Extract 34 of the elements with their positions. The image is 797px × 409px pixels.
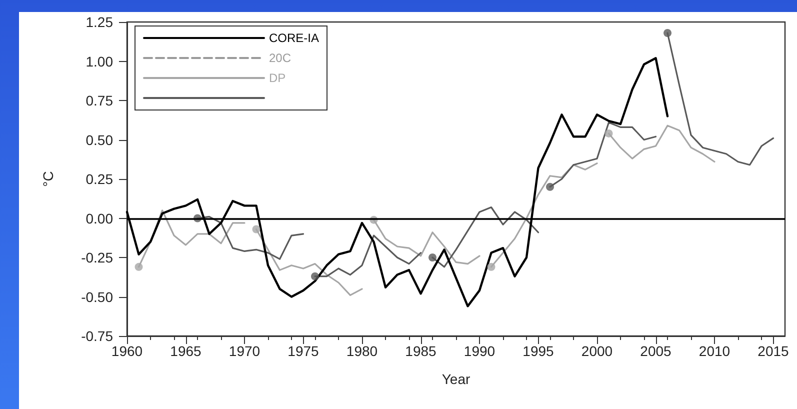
y-tick-label: -0.50 [81,288,114,305]
y-tick-label: -0.25 [81,250,114,266]
x-tick-label: 1995 [522,343,554,359]
x-tick-label: 1990 [464,343,496,359]
point [252,225,260,234]
point [134,262,143,271]
legend-label: 20C [269,51,292,65]
x-tick-label: 1975 [288,343,320,359]
x-axis-title: Year [442,371,470,387]
x-tick-label: 2000 [581,343,613,359]
x-tick-label: 1985 [405,343,437,359]
y-tick-label: -0.75 [81,328,114,344]
x-tick-label: 2005 [640,343,672,359]
point [546,182,554,191]
y-tick-label: 1.25 [86,14,114,30]
y-tick-label: 0.50 [86,132,114,148]
point [664,28,672,37]
y-tick-label: 1.00 [86,53,114,70]
point [428,254,436,262]
text: DP [269,71,286,85]
y-tick-label: 0.75 [86,92,114,108]
x-tick-label: 2015 [758,343,790,359]
x-tick-label: 2010 [698,343,730,359]
y-tick-label: 0.25 [86,171,114,187]
x-tick-label: 1980 [346,343,378,359]
x-tick-label: 1970 [228,343,260,359]
text: CORE-IA [269,31,320,45]
y-axis-title: °C [40,171,56,187]
x-tick-label: 1965 [170,343,202,359]
point [311,272,319,280]
y-tick-label: 0.00 [86,210,114,226]
point [604,129,613,138]
x-tick-label: 1960 [111,343,143,359]
point [487,262,496,271]
